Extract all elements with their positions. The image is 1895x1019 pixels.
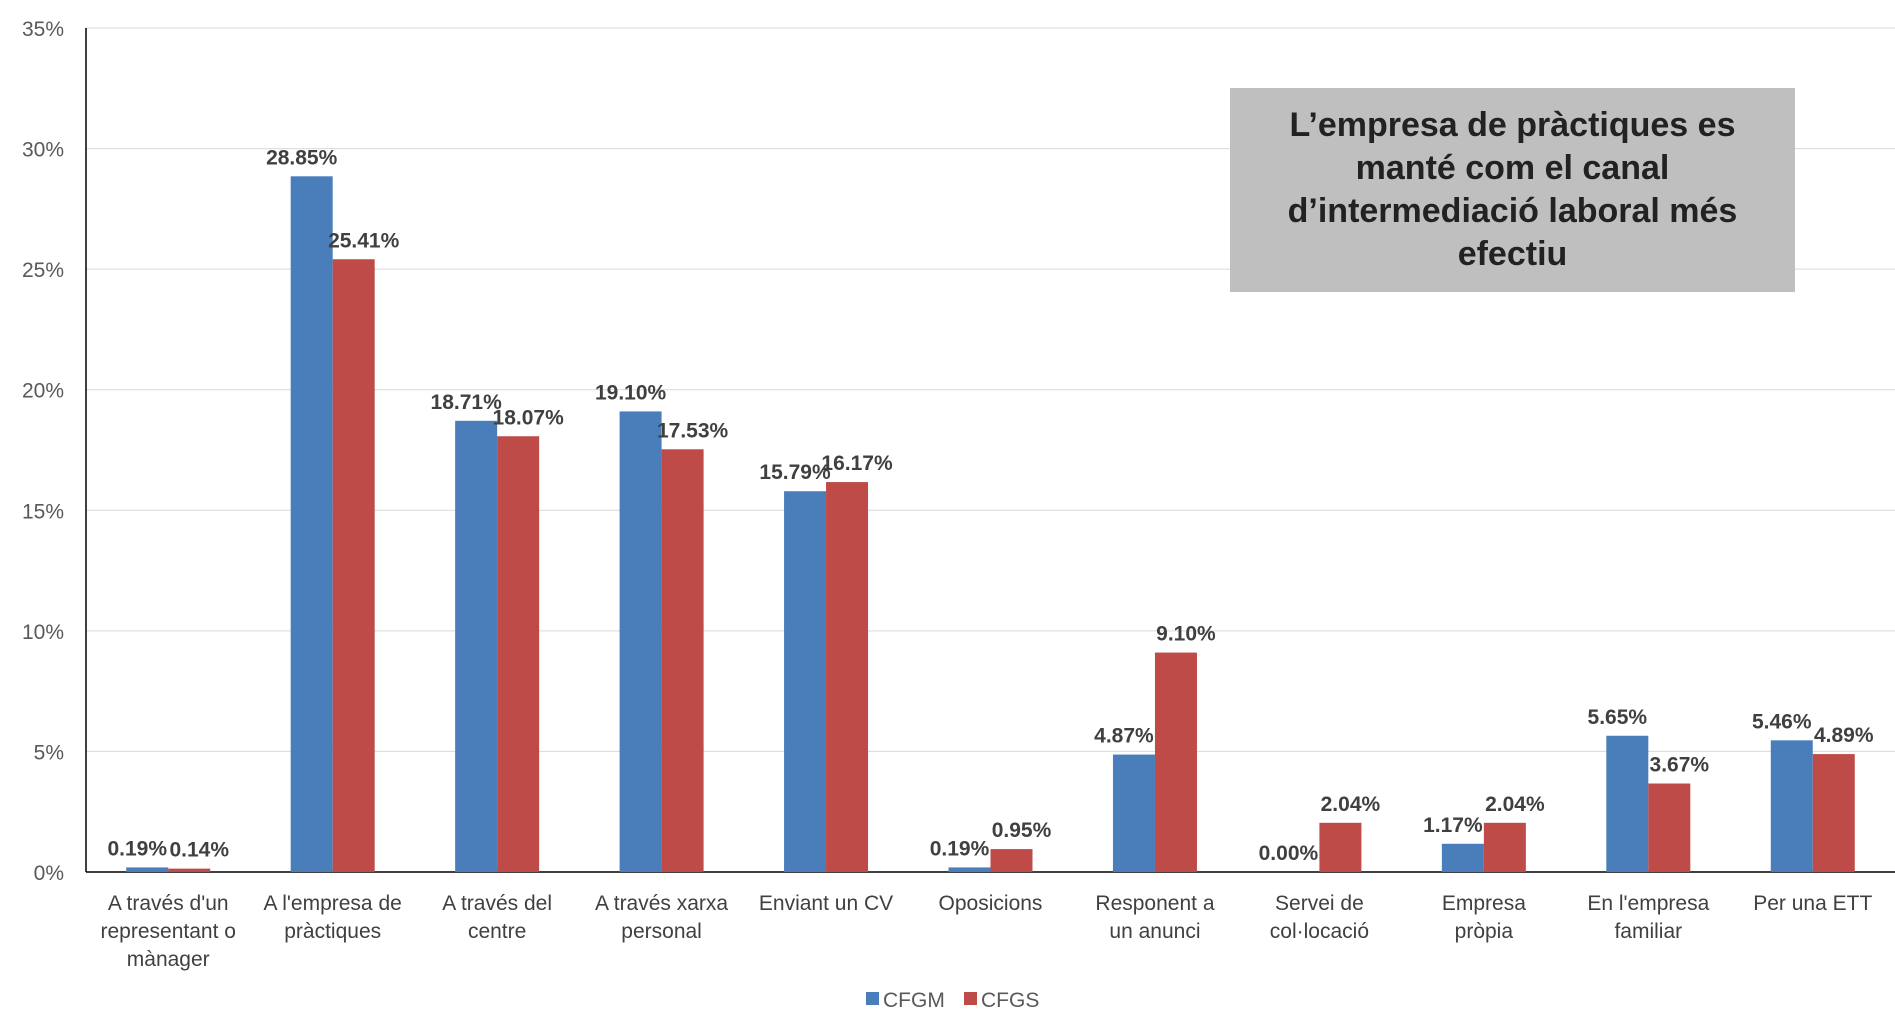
x-tick-label-line: Enviant un CV (759, 892, 893, 915)
data-label-cfgm: 19.10% (595, 381, 667, 404)
x-tick-label: A través xarxa personal (595, 892, 728, 943)
y-tick-label: 0% (34, 862, 64, 885)
y-tick-label: 20% (22, 380, 64, 403)
data-label-cfgm: 15.79% (759, 461, 831, 484)
x-tick-label: A través d'un representant o mànager (101, 892, 236, 971)
bar-cfgs (1154, 652, 1197, 872)
bar-cfgs (990, 849, 1033, 872)
y-tick-label: 5% (34, 741, 64, 764)
bar-cfgs (1648, 783, 1691, 872)
bar-cfgm (126, 867, 169, 872)
x-tick-label-line: un anunci (1109, 920, 1200, 943)
x-tick-label-line: Oposicions (939, 892, 1043, 915)
y-tick-label: 10% (22, 621, 64, 644)
legend-label-cfgs: CFGS (981, 989, 1039, 1012)
annotation-text: L’empresa de pràctiques es manté com el … (1287, 106, 1738, 273)
x-tick-label: Responent a un anunci (1095, 892, 1214, 943)
x-tick-label-line: En l'empresa (1587, 892, 1709, 915)
data-label-cfgs: 3.67% (1650, 754, 1710, 777)
y-tick-label: 25% (22, 259, 64, 282)
x-tick-label-line: mànager (127, 948, 210, 971)
data-label-cfgs: 25.41% (328, 229, 400, 252)
x-tick-label: Oposicions (939, 892, 1043, 915)
data-label-cfgm: 18.71% (431, 391, 503, 414)
x-tick-label: A l'empresa de pràctiques (264, 892, 402, 943)
data-label-cfgs: 2.04% (1321, 793, 1381, 816)
data-label-cfgs: 9.10% (1156, 623, 1216, 646)
data-label-cfgs: 17.53% (657, 419, 729, 442)
x-tick-label-line: Servei de (1275, 892, 1364, 915)
data-label-cfgm: 0.19% (107, 837, 167, 860)
data-label-cfgs: 16.17% (821, 452, 893, 475)
legend-swatch-cfgm (866, 992, 879, 1005)
x-tick-label-line: familiar (1614, 920, 1682, 943)
legend-swatch-cfgs (964, 992, 977, 1005)
x-tick-label-line: pràctiques (284, 920, 381, 943)
bar-cfgm (1112, 754, 1155, 872)
bar-cfgs (661, 449, 704, 872)
x-tick-label-line: centre (468, 920, 526, 943)
data-label-cfgm: 0.00% (1259, 842, 1319, 865)
bar-cfgs (1812, 754, 1855, 872)
legend-label-cfgm: CFGM (883, 989, 945, 1012)
x-tick-label-line: Responent a (1095, 892, 1214, 915)
bar-cfgm (455, 420, 498, 872)
bar-cfgm (290, 176, 333, 872)
data-label-cfgm: 1.17% (1423, 814, 1483, 837)
x-tick-label: En l'empresa familiar (1587, 892, 1709, 943)
x-tick-label: A través del centre (442, 892, 552, 943)
x-tick-label: Enviant un CV (759, 892, 893, 915)
bar-cfgs (826, 482, 869, 872)
y-tick-label: 35% (22, 18, 64, 41)
bar-cfgs (1319, 822, 1362, 872)
data-label-cfgs: 4.89% (1814, 724, 1874, 747)
bar-cfgm (1770, 740, 1813, 872)
annotation-box: L’empresa de pràctiques es manté com el … (1230, 88, 1795, 292)
data-label-cfgm: 5.65% (1588, 706, 1648, 729)
bar-cfgs (497, 436, 540, 872)
data-label-cfgm: 0.19% (930, 837, 990, 860)
y-tick-label: 15% (22, 500, 64, 523)
x-tick-label-line: personal (621, 920, 702, 943)
x-tick-label-line: A través xarxa (595, 892, 728, 915)
x-tick-label: Servei de col·locació (1270, 892, 1369, 943)
data-label-cfgs: 0.95% (992, 819, 1052, 842)
data-label-cfgm: 5.46% (1752, 710, 1812, 733)
x-tick-label-line: representant o (101, 920, 236, 943)
data-label-cfgm: 28.85% (266, 146, 338, 169)
x-tick-label-line: Per una ETT (1753, 892, 1872, 915)
data-label-cfgs: 18.07% (493, 406, 565, 429)
bar-cfgm (619, 411, 662, 872)
bar-cfgm (784, 491, 827, 872)
bar-cfgm (1441, 843, 1484, 872)
bar-cfgm (1606, 735, 1649, 872)
x-tick-label-line: A través d'un (108, 892, 229, 915)
y-tick-label: 30% (22, 139, 64, 162)
bar-cfgs (332, 259, 375, 873)
x-tick-label-line: Empresa (1442, 892, 1526, 915)
bar-cfgs (168, 868, 211, 872)
x-tick-label-line: col·locació (1270, 920, 1369, 943)
data-label-cfgs: 2.04% (1485, 793, 1545, 816)
x-tick-label-line: A l'empresa de (264, 892, 402, 915)
data-label-cfgm: 4.87% (1094, 725, 1154, 748)
data-label-cfgs: 0.14% (169, 839, 229, 862)
bar-cfgm (948, 867, 991, 872)
x-tick-label-line: A través del (442, 892, 552, 915)
x-tick-label: Empresa pròpia (1442, 892, 1526, 943)
bar-cfgs (1483, 822, 1526, 872)
x-tick-label: Per una ETT (1753, 892, 1872, 915)
x-tick-label-line: pròpia (1455, 920, 1514, 943)
